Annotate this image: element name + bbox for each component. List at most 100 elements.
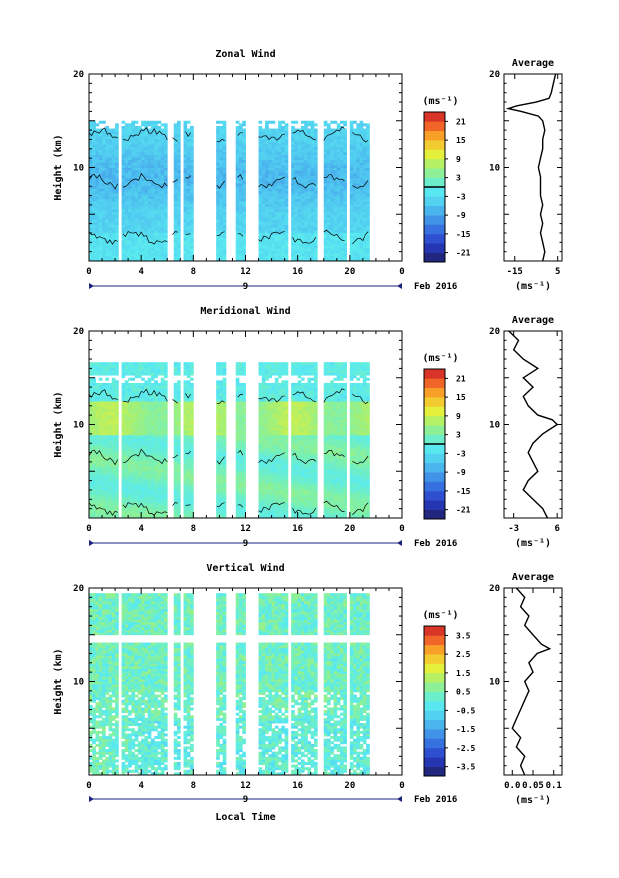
heatmap-cell	[337, 240, 341, 243]
heatmap-cell	[131, 240, 135, 243]
heatmap-cell	[174, 188, 178, 191]
heatmap-cell	[141, 508, 145, 511]
heatmap-cell	[148, 206, 152, 209]
heatmap-cell	[151, 406, 155, 409]
heatmap-cell	[89, 380, 93, 383]
heatmap-cell	[112, 450, 116, 453]
heatmap-cell	[239, 196, 243, 199]
heatmap-cell	[304, 178, 308, 181]
heatmap-cell	[109, 219, 113, 222]
heatmap-cell	[109, 173, 113, 176]
heatmap-cell	[216, 245, 220, 248]
heatmap-cell	[99, 196, 103, 199]
heatmap-cell	[298, 170, 302, 173]
heatmap-cell	[154, 456, 158, 459]
heatmap-cell	[324, 256, 328, 259]
heatmap-cell	[99, 443, 103, 446]
heatmap-cell	[324, 191, 328, 194]
heatmap-cell	[291, 201, 295, 204]
heatmap-cell	[138, 225, 142, 228]
heatmap-cell	[164, 425, 168, 428]
heatmap-cell	[96, 484, 100, 487]
heatmap-cell	[122, 406, 126, 409]
heatmap-cell	[99, 212, 103, 215]
heatmap-cell	[115, 409, 119, 412]
heatmap-cell	[131, 175, 135, 178]
heatmap-cell	[109, 155, 113, 158]
heatmap-cell	[99, 149, 103, 152]
heatmap-cell	[353, 162, 357, 165]
heatmap-cell	[105, 126, 109, 129]
heatmap-cell	[148, 123, 152, 126]
heatmap-cell	[144, 214, 148, 217]
heatmap-cell	[131, 458, 135, 461]
heatmap-cell	[92, 466, 96, 469]
heatmap-cell	[151, 450, 155, 453]
heatmap-cell	[102, 367, 106, 370]
heatmap-cell	[161, 238, 165, 241]
heatmap-cell	[112, 142, 116, 145]
heatmap-cell	[174, 162, 178, 165]
heatmap-cell	[265, 227, 269, 230]
heatmap-cell	[366, 196, 370, 199]
heatmap-cell	[141, 196, 145, 199]
heatmap-cell	[102, 253, 106, 256]
heatmap-cell	[151, 383, 155, 386]
heatmap-cell	[112, 409, 116, 412]
heatmap-cell	[219, 170, 223, 173]
heatmap-cell	[334, 206, 338, 209]
heatmap-cell	[366, 214, 370, 217]
heatmap-cell	[109, 160, 113, 163]
heatmap-cell	[268, 214, 272, 217]
heatmap-cell	[356, 206, 360, 209]
heatmap-cell	[99, 399, 103, 402]
heatmap-cell	[138, 240, 142, 243]
heatmap-cell	[144, 422, 148, 425]
heatmap-cell	[223, 217, 227, 220]
heatmap-cell	[177, 505, 181, 508]
heatmap-cell	[154, 206, 158, 209]
heatmap-cell	[115, 469, 119, 472]
heatmap-cell	[343, 144, 347, 147]
heatmap-cell	[278, 139, 282, 142]
heatmap-cell	[216, 157, 220, 160]
heatmap-cell	[105, 476, 109, 479]
heatmap-cell	[275, 129, 279, 132]
heatmap-cell	[184, 235, 188, 238]
heatmap-cell	[92, 134, 96, 137]
heatmap-cell	[92, 383, 96, 386]
heatmap-cell	[216, 121, 220, 124]
heatmap-cell	[141, 396, 145, 399]
heatmap-cell	[102, 147, 106, 150]
heatmap-cell	[275, 245, 279, 248]
heatmap-cell	[285, 227, 289, 230]
heatmap-cell	[343, 173, 347, 176]
heatmap-cell	[219, 243, 223, 246]
heatmap-cell	[135, 160, 139, 163]
heatmap-cell	[151, 191, 155, 194]
heatmap-cell	[105, 214, 109, 217]
heatmap-cell	[125, 175, 129, 178]
heatmap-cell	[99, 186, 103, 189]
heatmap-cell	[128, 227, 132, 230]
heatmap-cell	[151, 471, 155, 474]
heatmap-cell	[177, 484, 181, 487]
heatmap-cell	[151, 466, 155, 469]
heatmap-cell	[366, 238, 370, 241]
heatmap-cell	[131, 214, 135, 217]
heatmap-cell	[99, 136, 103, 139]
heatmap-cell	[164, 131, 168, 134]
heatmap-cell	[184, 188, 188, 191]
heatmap-cell	[157, 412, 161, 415]
heatmap-cell	[125, 391, 129, 394]
heatmap-cell	[89, 248, 93, 251]
heatmap-cell	[109, 432, 113, 435]
heatmap-cell	[151, 510, 155, 513]
heatmap-cell	[125, 240, 129, 243]
heatmap-cell	[144, 401, 148, 404]
heatmap-cell	[157, 422, 161, 425]
heatmap-cell	[360, 142, 364, 145]
heatmap-cell	[268, 225, 272, 228]
heatmap-cell	[239, 165, 243, 168]
heatmap-cell	[135, 386, 139, 389]
